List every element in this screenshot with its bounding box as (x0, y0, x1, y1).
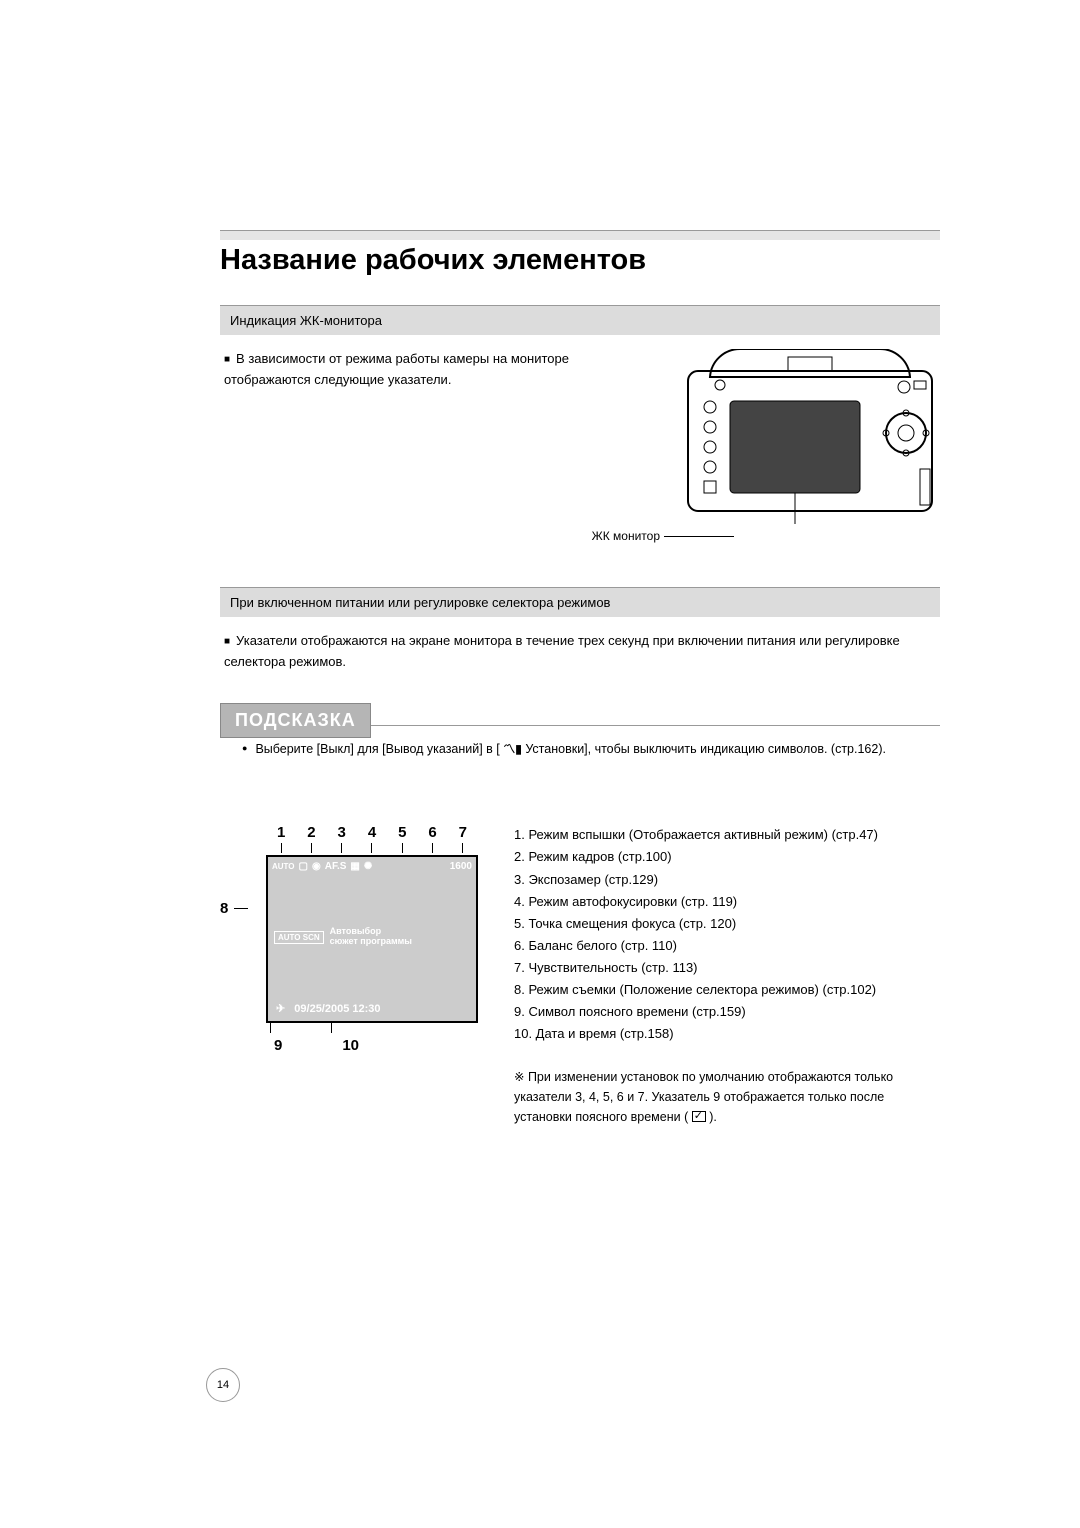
callout-number: 1 (277, 824, 285, 841)
lcd-bottom-numbers: 9 10 (238, 1037, 478, 1054)
leader-line (664, 536, 734, 537)
lcd-bottom-row: ✈ 09/25/2005 12:30 (276, 1002, 381, 1015)
lcd-mid-text: Автовыбор сюжет программы (330, 927, 412, 947)
section1-para: В зависимости от режима работы камеры на… (224, 351, 569, 387)
lcd-mid-row: AUTO SCN Автовыбор сюжет программы (268, 927, 476, 947)
meter-icon: ◉ (312, 861, 321, 872)
wb-icon: ✺ (364, 861, 372, 872)
focus-point-icon: ▦ (350, 861, 359, 872)
flash-auto-icon: AUTO (272, 861, 295, 872)
legend-item: 7. Чувствительность (стр. 113) (514, 957, 940, 979)
lcd-top-icons: AUTO ▢ ◉ AF.S ▦ ✺ 1600 (268, 857, 476, 876)
square-bullet-icon: ■ (224, 354, 236, 365)
section1-text: ■В зависимости от режима работы камеры н… (220, 349, 650, 391)
legend-item: 2. Режим кадров (стр.100) (514, 846, 940, 868)
hint-body: ●Выберите [Выкл] для [Вывод указаний] в … (220, 740, 940, 759)
tick-row-bottom (238, 1023, 478, 1035)
monitor-label-row: ЖК монитор (680, 527, 940, 543)
section1-row: ■В зависимости от режима работы камеры н… (220, 349, 940, 543)
callout-line (234, 908, 248, 909)
page-number: 14 (206, 1368, 240, 1402)
camera-back-icon (680, 349, 940, 524)
lcd-top-numbers: 1 2 3 4 5 6 7 (238, 824, 478, 841)
legend-footnote: ※ При изменении установок по умолчанию о… (514, 1067, 940, 1127)
callout-number: 9 (274, 1037, 282, 1054)
lcd-monitor-label: ЖК монитор (560, 529, 660, 543)
hint-title: ПОДСКАЗКА (220, 703, 371, 738)
legend-item: 6. Баланс белого (стр. 110) (514, 935, 940, 957)
legend-item: 1. Режим вспышки (Отображается активный … (514, 824, 940, 846)
diagram-row: 8 1 2 3 4 5 6 7 AUTO (220, 824, 940, 1127)
callout-number: 5 (398, 824, 406, 841)
footnote-post: ). (706, 1110, 717, 1124)
drive-mode-icon: ▢ (299, 861, 308, 872)
section2-label: При включенном питании или регулировке с… (220, 587, 940, 617)
worldtime-icon: ✈ (276, 1003, 285, 1015)
manual-page: Название рабочих элементов Индикация ЖК-… (0, 0, 1080, 1528)
lcd-diagram: 1 2 3 4 5 6 7 AUTO ▢ ◉ AF.S (238, 824, 478, 1127)
legend-item: 9. Символ поясного времени (стр.159) (514, 1001, 940, 1023)
callout-number: 7 (459, 824, 467, 841)
bullet-dot-icon: ● (242, 743, 255, 753)
legend-item: 10. Дата и время (стр.158) (514, 1023, 940, 1045)
section1-label: Индикация ЖК-монитора (220, 305, 940, 335)
iso-value: 1600 (450, 861, 472, 872)
section2-para: Указатели отображаются на экране монитор… (224, 633, 900, 669)
camera-illustration: ЖК монитор (680, 349, 940, 543)
legend-item: 3. Экспозамер (стр.129) (514, 869, 940, 891)
lcd-screen: AUTO ▢ ◉ AF.S ▦ ✺ 1600 AUTO SCN Автовыбо… (266, 855, 478, 1023)
page-title: Название рабочих элементов (220, 244, 940, 277)
section2-text: ■Указатели отображаются на экране монито… (220, 631, 940, 673)
hint-body-post: Установки], чтобы выключить индикацию си… (522, 742, 886, 756)
legend-item: 4. Режим автофокусировки (стр. 119) (514, 891, 940, 913)
callout-number-8: 8 (220, 900, 228, 917)
callout-number: 4 (368, 824, 376, 841)
callout-number: 3 (338, 824, 346, 841)
af-mode-label: AF.S (325, 861, 347, 872)
legend-list: 1. Режим вспышки (Отображается активный … (514, 824, 940, 1127)
legend-item: 8. Режим съемки (Положение селектора реж… (514, 979, 940, 1001)
tick-row-top (238, 843, 478, 855)
lcd-datetime: 09/25/2005 12:30 (294, 1003, 380, 1015)
legend-item: 5. Точка смещения фокуса (стр. 120) (514, 913, 940, 935)
callout-number: 10 (342, 1037, 359, 1054)
shooting-mode-tag: AUTO SCN (274, 931, 324, 944)
callout-number: 6 (428, 824, 436, 841)
square-bullet-icon: ■ (224, 636, 236, 647)
hint-body-pre: Выберите [Выкл] для [Вывод указаний] в [ (255, 742, 503, 756)
settings-icon: 〽︎▮ (503, 742, 522, 756)
header-bar (220, 230, 940, 240)
callout-number: 2 (307, 824, 315, 841)
worldtime-check-icon (692, 1111, 706, 1122)
lcd-diagram-wrap: 8 1 2 3 4 5 6 7 AUTO (220, 824, 478, 1127)
